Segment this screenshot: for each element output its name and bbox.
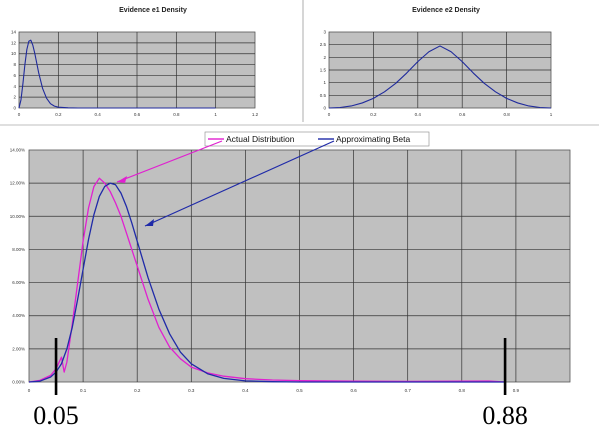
y-tick-label: 1.5 [320,68,327,73]
x-tick-label: 0.2 [55,112,62,117]
y-tick-label: 8 [13,62,16,67]
chart-main-series [28,177,506,383]
y-tick-label: 2.00% [12,346,25,351]
arrow-actual-head [117,176,127,183]
chart-e2-grid [329,32,551,108]
series-line-approximating-beta [28,182,506,383]
quantile-markers: 0.05 0.88 [33,338,528,430]
y-tick-label: 8.00% [12,247,25,252]
chart-e1-grid [19,32,255,108]
x-tick-label: 0 [18,112,21,117]
x-tick-label: 0 [28,388,31,393]
x-tick-label: 1 [550,112,553,117]
x-tick-label: 0.6 [134,112,141,117]
y-tick-label: 6 [13,73,16,78]
x-tick-label: 0.3 [188,388,195,393]
chart-main-distribution: 0 0.1 0.2 0.3 0.4 0.5 0.6 0.7 0.8 0.9 0.00% 2.00% 4.… [10,131,571,430]
x-tick-label: 0.8 [459,388,466,393]
y-tick-label: 10 [11,51,17,56]
x-tick-label: 1 [214,112,217,117]
arrow-beta-head [145,219,154,226]
x-tick-label: 0.9 [513,388,520,393]
chart-e2-density: Evidence e2 Density 0 0.2 0.4 0.6 0.8 1 0 0.5 1 1… [320,7,553,117]
y-tick-label: 0 [13,106,16,111]
quantile-marker-label: 0.05 [33,401,79,430]
y-tick-label: 4.00% [12,313,25,318]
series-line-actual-distribution [28,177,506,383]
y-tick-label: 14 [11,30,17,35]
legend-arrows [116,140,335,227]
x-tick-label: 0.6 [459,112,466,117]
y-tick-label: 2.5 [320,42,327,47]
y-tick-label: 12 [11,40,17,45]
x-tick-label: 0.8 [503,112,510,117]
chart-main-legend: Actual Distribution Approximating Beta [204,131,430,147]
y-tick-label: 2 [323,55,326,60]
quantile-marker-label: 0.88 [482,401,528,430]
chart-e1-density: Evidence e1 Density 0 0.2 0.4 0.6 0.8 1 1.2 0 2 4… [11,7,259,117]
x-tick-label: 0.4 [415,112,422,117]
x-tick-label: 0.5 [296,388,303,393]
x-tick-label: 0.2 [134,388,141,393]
legend-box [204,131,430,147]
x-tick-label: 0.4 [95,112,102,117]
x-tick-label: 1.2 [252,112,259,117]
y-tick-label: 10.00% [10,214,25,219]
chart-main-tick-labels: 0 0.1 0.2 0.3 0.4 0.5 0.6 0.7 0.8 0.9 0.00% 2.00% 4.… [10,148,520,394]
arrow-beta [144,140,335,227]
chart-e2-series [328,45,552,109]
x-tick-label: 0 [328,112,331,117]
chart-e2-title: Evidence e2 Density [412,7,480,14]
y-tick-label: 0.00% [12,380,25,385]
y-tick-label: 1 [323,80,326,85]
arrow-actual [116,140,223,183]
chart-e1-title: Evidence e1 Density [119,7,187,14]
y-tick-label: 12.00% [10,181,25,186]
x-tick-label: 0.4 [242,388,249,393]
x-tick-label: 0.7 [405,388,412,393]
y-tick-label: 0.5 [320,93,327,98]
y-tick-label: 4 [13,84,16,89]
y-tick-label: 6.00% [12,280,25,285]
series-line-c1-s0 [328,45,552,109]
chart-e1-tick-labels: 0 0.2 0.4 0.6 0.8 1 1.2 0 2 4 6 8 10 12 14 [11,30,259,118]
y-tick-label: 2 [13,95,16,100]
x-tick-label: 0.2 [370,112,377,117]
chart-e1-series [18,39,216,109]
x-tick-label: 0.8 [173,112,180,117]
y-tick-label: 14.00% [10,148,25,153]
legend-label-beta: Approximating Beta [336,134,410,144]
x-tick-label: 0.6 [350,388,357,393]
series-line-c0-s0 [18,39,216,109]
chart-e2-tick-labels: 0 0.2 0.4 0.6 0.8 1 0 0.5 1 1.5 2 2.5 3 [320,30,553,118]
x-tick-label: 0.1 [80,388,87,393]
legend-label-actual: Actual Distribution [226,134,295,144]
y-tick-label: 3 [323,30,326,35]
y-tick-label: 0 [323,106,326,111]
